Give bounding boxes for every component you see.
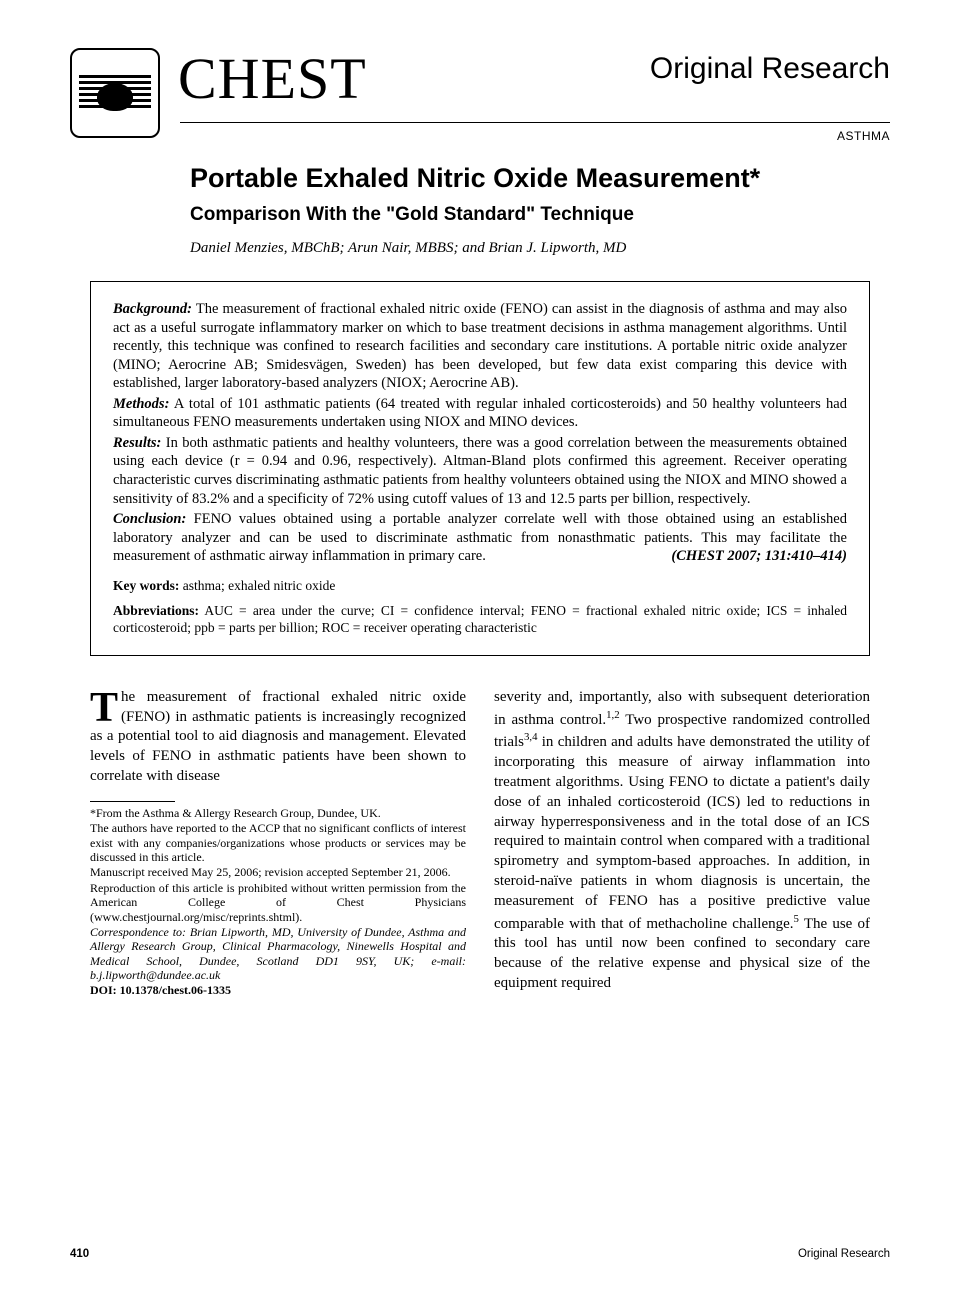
footnote-rule xyxy=(90,801,175,802)
abstract-conclusion: Conclusion: FENO values obtained using a… xyxy=(113,510,847,566)
title-block: Portable Exhaled Nitric Oxide Measuremen… xyxy=(190,163,870,257)
left-column: The measurement of fractional exhaled ni… xyxy=(90,688,466,999)
keywords-text: asthma; exhaled nitric oxide xyxy=(179,578,335,593)
abstract-background: Background: The measurement of fractiona… xyxy=(113,300,847,393)
journal-name: CHEST xyxy=(178,50,612,108)
conclusion-label: Conclusion: xyxy=(113,511,186,527)
intro-para: The measurement of fractional exhaled ni… xyxy=(90,688,466,787)
abbrev-text: AUC = area under the curve; CI = confide… xyxy=(113,603,847,636)
sub-tag: ASTHMA xyxy=(180,129,890,143)
results-text: In both asthmatic patients and healthy v… xyxy=(113,435,847,507)
keywords: Key words: asthma; exhaled nitric oxide xyxy=(113,578,847,594)
authors: Daniel Menzies, MBChB; Arun Nair, MBBS; … xyxy=(190,240,870,257)
methods-text: A total of 101 asthmatic patients (64 tr… xyxy=(113,396,847,431)
page-number: 410 xyxy=(70,1248,89,1260)
footnote-2: The authors have reported to the ACCP th… xyxy=(90,821,466,864)
col2-text: severity and, importantly, also with sub… xyxy=(494,688,870,994)
results-label: Results: xyxy=(113,435,161,451)
header-rule xyxy=(180,122,890,123)
article-subtitle: Comparison With the "Gold Standard" Tech… xyxy=(190,204,870,226)
background-text: The measurement of fractional exhaled ni… xyxy=(113,301,847,391)
header-right: Original Research xyxy=(630,48,890,86)
abstract-box: Background: The measurement of fractiona… xyxy=(90,281,870,656)
footer-section: Original Research xyxy=(798,1248,890,1260)
footnote-3: Manuscript received May 25, 2006; revisi… xyxy=(90,865,466,879)
keywords-label: Key words: xyxy=(113,578,179,593)
header-center: CHEST xyxy=(178,48,612,108)
footnote-doi: DOI: 10.1378/chest.06-1335 xyxy=(90,983,466,997)
abbreviations: Abbreviations: AUC = area under the curv… xyxy=(113,602,847,637)
journal-logo xyxy=(70,48,160,138)
methods-label: Methods: xyxy=(113,396,169,412)
abbrev-label: Abbreviations: xyxy=(113,603,199,618)
background-label: Background: xyxy=(113,301,192,317)
abstract-methods: Methods: A total of 101 asthmatic patien… xyxy=(113,395,847,432)
footnote-4: Reproduction of this article is prohibit… xyxy=(90,881,466,924)
right-column: severity and, importantly, also with sub… xyxy=(494,688,870,999)
body-columns: The measurement of fractional exhaled ni… xyxy=(90,688,870,999)
page-footer: 410 Original Research xyxy=(70,1248,890,1260)
abstract-results: Results: In both asthmatic patients and … xyxy=(113,434,847,508)
abstract-citation: (CHEST 2007; 131:410–414) xyxy=(671,547,847,566)
dropcap: T xyxy=(90,688,121,727)
footnote-5: Correspondence to: Brian Lipworth, MD, U… xyxy=(90,925,466,983)
col1-text: he measurement of fractional exhaled nit… xyxy=(90,689,466,784)
footnotes: *From the Asthma & Allergy Research Grou… xyxy=(90,806,466,998)
doi-label: DOI: 10.1378/chest.06-1335 xyxy=(90,983,231,997)
section-tag: Original Research xyxy=(630,52,890,86)
logo-graphic xyxy=(79,75,151,111)
article-title: Portable Exhaled Nitric Oxide Measuremen… xyxy=(190,163,870,194)
footnote-1: *From the Asthma & Allergy Research Grou… xyxy=(90,806,466,820)
